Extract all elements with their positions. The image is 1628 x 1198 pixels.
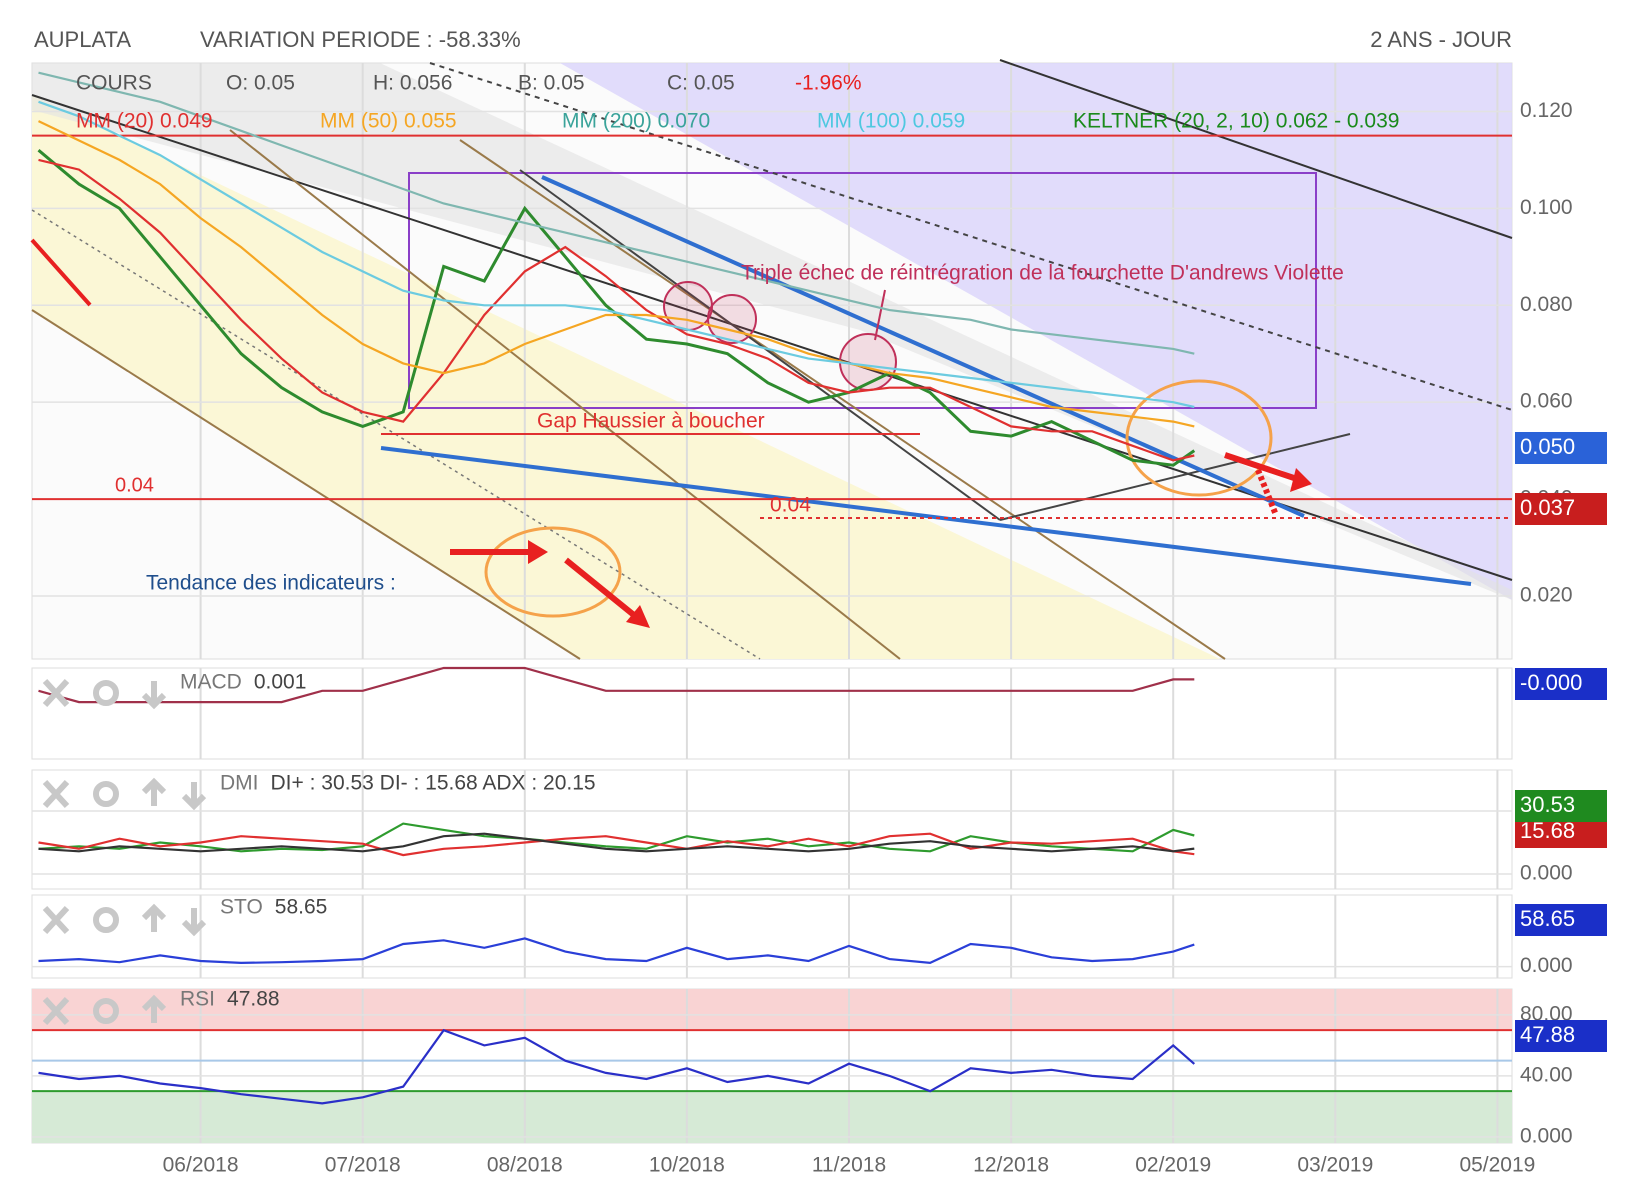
series-line (38, 832, 1195, 857)
variation: VARIATION PERIODE : -58.33% (200, 27, 521, 52)
value-badge-label: -0.000 (1520, 670, 1582, 695)
value-badge-label: 58.65 (1520, 906, 1575, 931)
x-tick-label: 10/2018 (649, 1154, 725, 1177)
value-badge (1515, 904, 1607, 936)
x-tick-label: 07/2018 (325, 1154, 401, 1177)
period: 2 ANS - JOUR (1370, 27, 1512, 52)
series-line (38, 666, 1195, 704)
macd-frame (31, 667, 1513, 760)
indicator-label: MM (100) 0.059 (817, 110, 965, 133)
indicator-label: MM (200) 0.070 (562, 110, 710, 133)
fail-circle (663, 281, 713, 331)
value-badge (1515, 493, 1607, 525)
level-band (32, 1091, 1512, 1143)
series-line (38, 1028, 1196, 1105)
marks (32, 71, 1512, 1105)
legend-info: COURS (76, 72, 152, 95)
value-badge-label: 47.88 (1520, 1022, 1575, 1047)
panel-info: 47.88 (227, 988, 280, 1011)
legend-info: C: 0.05 (667, 72, 735, 95)
panel-icons (42, 678, 207, 1026)
sto-frame (31, 894, 1513, 979)
highlight-circle (1125, 379, 1273, 497)
legend-info: -1.96% (795, 72, 862, 95)
y-tick-label: 80.00 (1520, 1002, 1573, 1025)
y-tick-label: 0.080 (1520, 293, 1573, 316)
channel-line (459, 139, 1226, 660)
series-line (38, 100, 1195, 409)
panel-title: STO (220, 896, 263, 919)
x-tick-label: 05/2019 (1459, 1154, 1535, 1177)
panel-info: 0.001 (254, 671, 307, 694)
dmi-frame (31, 769, 1513, 890)
indicator-label: MM (50) 0.055 (320, 110, 457, 133)
x-tick-label: 03/2019 (1297, 1154, 1373, 1177)
y-tick-label: 0.060 (1520, 390, 1573, 413)
annotation: Tendance des indicateurs : (146, 572, 396, 595)
x-tick-label: 12/2018 (973, 1154, 1049, 1177)
grid (32, 63, 1512, 1143)
panel-info: DI+ : 30.53 DI- : 15.68 ADX : 20.15 (271, 772, 596, 795)
panel-title: RSI (180, 988, 215, 1011)
trend-line (999, 59, 1513, 239)
y-tick-label: 0.100 (1520, 196, 1573, 219)
series-line (37, 149, 1196, 467)
value-badge (1515, 432, 1607, 464)
x-tick-label: 06/2018 (163, 1154, 239, 1177)
indicator-label: KELTNER (20, 2, 10) 0.062 - 0.039 (1073, 110, 1399, 133)
x-tick-label: 11/2018 (812, 1154, 886, 1177)
series-line (38, 937, 1195, 965)
y-tick-label: 0.000 (1520, 862, 1573, 885)
grey-area (32, 63, 1512, 600)
series-line (38, 832, 1195, 853)
channel-line (31, 309, 581, 660)
level-label: 0.04 (115, 474, 154, 496)
annotation: Triple échec de réintrégration de la fou… (741, 262, 1344, 285)
legend-info: H: 0.056 (373, 72, 452, 95)
y-tick-label: 0.000 (1520, 1124, 1573, 1147)
value-badge (1515, 790, 1607, 822)
indicator-label: MM (20) 0.049 (76, 110, 213, 133)
panel-title: DMI (220, 772, 259, 795)
fork-box (408, 172, 1317, 409)
x-tick-label: 08/2018 (487, 1154, 563, 1177)
level-band (32, 989, 1512, 1031)
fail-circle (707, 294, 757, 344)
pointer (874, 289, 886, 341)
panel-title: MACD (180, 671, 242, 694)
trend-line (519, 169, 1001, 521)
value-badge-label: 0.050 (1520, 434, 1575, 459)
blue-trend (380, 446, 1472, 586)
y-tick-label: 0.120 (1520, 99, 1573, 122)
value-badge (1515, 668, 1607, 700)
channel-line (229, 129, 901, 660)
symbol: AUPLATA (34, 27, 131, 52)
legend-info: O: 0.05 (226, 72, 295, 95)
panel-info: 58.65 (275, 896, 328, 919)
value-badge (1515, 1020, 1607, 1052)
fork-area (380, 63, 1512, 600)
series-line (38, 158, 1195, 462)
x-tick-label: 02/2019 (1135, 1154, 1211, 1177)
fail-circle (839, 333, 897, 391)
arrows (30, 238, 1312, 628)
value-badge-label: 30.53 (1520, 792, 1575, 817)
annotation: Gap Haussier à boucher (537, 410, 765, 433)
series-line (38, 71, 1195, 355)
annotation: 0.04 (770, 494, 811, 517)
backgrounds (31, 62, 1513, 1144)
value-badge-label: 0.037 (1520, 495, 1575, 520)
highlight-circle (484, 526, 622, 618)
legend-info: B: 0.05 (518, 72, 585, 95)
y-tick-label: 0.020 (1520, 584, 1573, 607)
y-tick-label: 0.000 (1520, 954, 1573, 977)
labels: 0.1200.1000.0800.0600.0400.0200.040.0500… (76, 72, 1607, 1177)
y-tick-label: 40.00 (1520, 1063, 1573, 1086)
trend-line (999, 433, 1351, 521)
